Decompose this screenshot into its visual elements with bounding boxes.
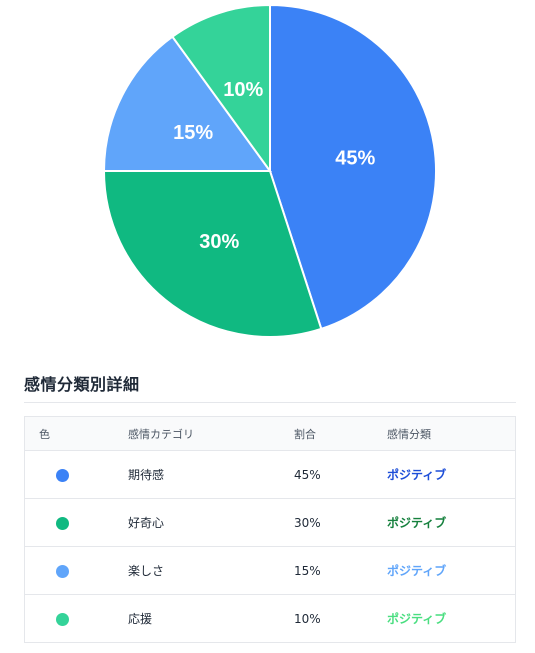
emotion-detail-table: 色 感情カテゴリ 割合 感情分類 期待感 45% ポジティブ 好奇心 30% ポ… xyxy=(24,416,516,643)
table-row: 応援 10% ポジティブ xyxy=(25,595,516,643)
color-cell xyxy=(24,546,128,595)
classification-text: ポジティブ xyxy=(387,564,447,578)
classification-cell: ポジティブ xyxy=(387,450,516,499)
table-header-row: 色 感情カテゴリ 割合 感情分類 xyxy=(24,416,516,451)
color-cell xyxy=(24,498,128,547)
header-category: 感情カテゴリ xyxy=(128,416,294,451)
category-cell: 楽しさ xyxy=(128,546,294,595)
section-divider xyxy=(24,402,516,403)
table-row: 期待感 45% ポジティブ xyxy=(24,450,516,499)
color-swatch xyxy=(56,612,69,626)
color-swatch xyxy=(56,468,69,482)
header-color: 色 xyxy=(24,416,128,451)
ratio-cell: 30% xyxy=(294,498,387,547)
header-classification: 感情分類 xyxy=(387,416,516,451)
category-cell: 応援 xyxy=(128,612,153,626)
color-cell xyxy=(25,595,129,643)
pie-slice-3 xyxy=(102,35,272,172)
color-cell xyxy=(24,450,128,499)
classification-text: ポジティブ xyxy=(387,516,447,530)
header-ratio: 割合 xyxy=(294,416,387,451)
pie-slice-1 xyxy=(269,3,437,331)
ratio-cell: 10% xyxy=(294,611,321,626)
pie-chart: 45% 30% 15% 10% xyxy=(102,3,437,339)
classification-cell: ポジティブ xyxy=(387,498,516,547)
pie-slice-4 xyxy=(171,3,271,175)
table-row: 好奇心 30% ポジティブ xyxy=(24,498,516,547)
category-cell: 期待感 xyxy=(128,450,294,499)
classification-text: ポジティブ xyxy=(387,612,447,626)
color-swatch xyxy=(56,516,69,530)
color-swatch xyxy=(56,564,69,578)
ratio-cell: 45% xyxy=(294,450,387,499)
classification-cell: ポジティブ xyxy=(387,546,516,595)
slice-label-2: 30% xyxy=(199,231,239,253)
table-row: 楽しさ 15% ポジティブ xyxy=(24,546,516,595)
classification-cell: ポジティブ xyxy=(387,595,516,643)
slice-label-1: 45% xyxy=(335,148,375,170)
section-title: 感情分類別詳細 xyxy=(24,375,140,394)
category-cell: 好奇心 xyxy=(128,498,294,547)
ratio-cell: 15% xyxy=(294,546,387,595)
pie-slice-2 xyxy=(102,170,323,339)
slice-label-4: 10% xyxy=(223,79,263,101)
slice-label-3: 15% xyxy=(173,122,213,144)
classification-text: ポジティブ xyxy=(387,468,447,482)
